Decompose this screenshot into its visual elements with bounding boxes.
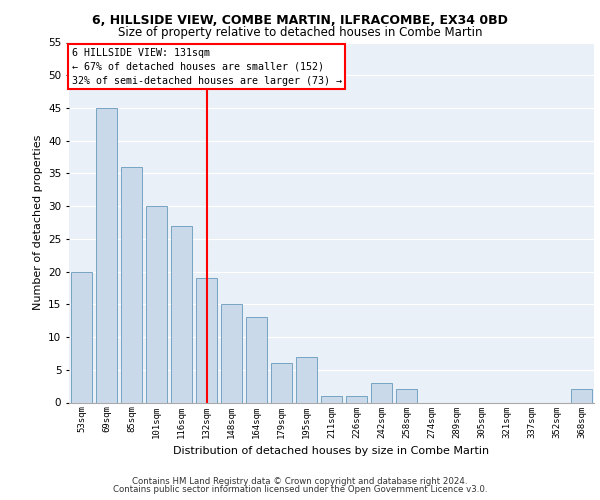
Bar [121, 167, 142, 402]
Bar [96, 108, 117, 403]
Bar [571, 390, 592, 402]
Text: Contains public sector information licensed under the Open Government Licence v3: Contains public sector information licen… [113, 485, 487, 494]
Bar [71, 272, 92, 402]
Bar [171, 226, 192, 402]
Bar [296, 356, 317, 403]
Text: Contains HM Land Registry data © Crown copyright and database right 2024.: Contains HM Land Registry data © Crown c… [132, 477, 468, 486]
Bar [396, 390, 417, 402]
Bar [271, 363, 292, 403]
Bar [196, 278, 217, 402]
Bar [371, 383, 392, 402]
Text: Size of property relative to detached houses in Combe Martin: Size of property relative to detached ho… [118, 26, 482, 39]
Bar [346, 396, 367, 402]
Bar [246, 318, 267, 402]
Text: 6, HILLSIDE VIEW, COMBE MARTIN, ILFRACOMBE, EX34 0BD: 6, HILLSIDE VIEW, COMBE MARTIN, ILFRACOM… [92, 14, 508, 27]
Bar [146, 206, 167, 402]
X-axis label: Distribution of detached houses by size in Combe Martin: Distribution of detached houses by size … [173, 446, 490, 456]
Bar [321, 396, 342, 402]
Bar [221, 304, 242, 402]
Text: 6 HILLSIDE VIEW: 131sqm
← 67% of detached houses are smaller (152)
32% of semi-d: 6 HILLSIDE VIEW: 131sqm ← 67% of detache… [71, 48, 341, 86]
Y-axis label: Number of detached properties: Number of detached properties [32, 135, 43, 310]
